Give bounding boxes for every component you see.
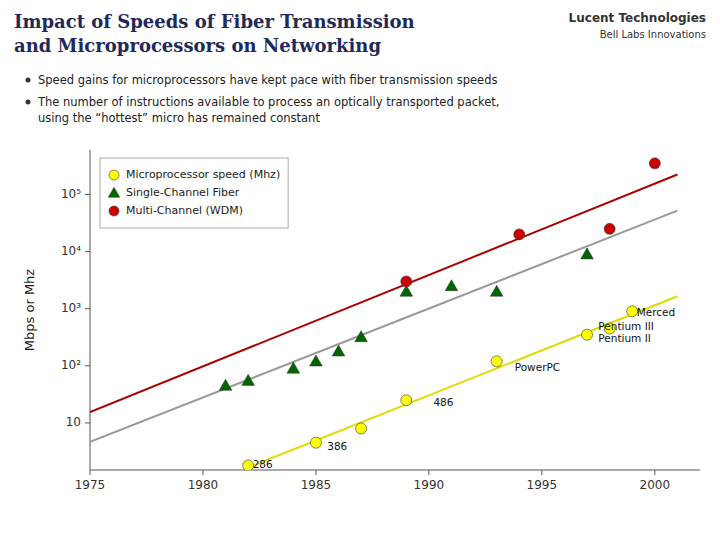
legend-marker bbox=[109, 206, 119, 216]
point bbox=[514, 229, 525, 240]
plot-area bbox=[90, 158, 677, 470]
x-tick-label: 1990 bbox=[414, 478, 445, 492]
point bbox=[445, 280, 458, 291]
point bbox=[310, 437, 321, 448]
point bbox=[581, 248, 594, 259]
axes: 1975 1980 1985 1990 1995 2000 10 10² 10³ 10⁴ 10⁵ Mb… bbox=[22, 150, 700, 492]
legend: Microprocessor speed (Mhz) Single-Channel… bbox=[100, 158, 288, 228]
scatter-series bbox=[243, 306, 638, 470]
point bbox=[287, 362, 300, 373]
legend-box bbox=[100, 158, 288, 228]
page: {"chart_data": { "type": "scatter", "tit… bbox=[0, 0, 720, 540]
annotation: PowerPC bbox=[515, 361, 560, 373]
chart: Impact of Speeds of Fiber Transmission an… bbox=[0, 0, 720, 540]
legend-label: Microprocessor speed (Mhz) bbox=[126, 168, 280, 181]
trend-line bbox=[248, 296, 677, 467]
title: and Microprocessors on Networking bbox=[14, 35, 381, 56]
bullet-text: The number of instructions available to … bbox=[37, 95, 500, 109]
point bbox=[604, 223, 615, 234]
annotation: 386 bbox=[327, 440, 347, 452]
point bbox=[242, 374, 255, 385]
annotations: 286 386 486 PowerPC Pentium IIPentium III Mer… bbox=[253, 306, 676, 471]
x-tick bbox=[428, 470, 429, 475]
y-tick-label: 10 bbox=[66, 415, 81, 429]
point bbox=[582, 329, 593, 340]
point bbox=[401, 276, 412, 287]
y-tick-label: 10⁴ bbox=[61, 244, 81, 258]
x-tick-label: 1985 bbox=[301, 478, 332, 492]
scatter-series bbox=[219, 248, 593, 391]
trend-line bbox=[90, 174, 677, 412]
legend-label: Multi-Channel (WDM) bbox=[126, 204, 243, 217]
x-tick bbox=[315, 470, 316, 475]
scatter-series bbox=[401, 158, 661, 287]
x-tick bbox=[654, 470, 655, 475]
annotation: 286 bbox=[253, 458, 273, 470]
point bbox=[490, 285, 503, 296]
x-tick-label: 2000 bbox=[640, 478, 671, 492]
point bbox=[401, 395, 412, 406]
annotation: Pentium III bbox=[598, 320, 654, 332]
x-tick-label: 1975 bbox=[75, 478, 106, 492]
x-tick-label: 1980 bbox=[188, 478, 219, 492]
y-tick bbox=[85, 251, 90, 252]
title: Impact of Speeds of Fiber Transmission bbox=[14, 11, 415, 32]
bullet-dot bbox=[26, 100, 31, 105]
y-tick-label: 10² bbox=[61, 358, 81, 372]
trend-line bbox=[90, 211, 677, 442]
legend-marker bbox=[108, 187, 120, 197]
x-tick bbox=[541, 470, 542, 475]
bullet-dot bbox=[26, 78, 31, 83]
annotation: 486 bbox=[433, 396, 453, 408]
y-tick-label: 10⁵ bbox=[61, 187, 81, 201]
point bbox=[310, 355, 323, 366]
x-axis-line bbox=[90, 470, 700, 471]
y-tick bbox=[85, 194, 90, 195]
brand-text: Lucent Technologies bbox=[569, 11, 706, 25]
point bbox=[355, 331, 368, 342]
point bbox=[356, 423, 367, 434]
bullet-text: Speed gains for microprocessors have kep… bbox=[38, 73, 497, 87]
y-axis-label: Mbps or Mhz bbox=[22, 269, 37, 352]
y-tick bbox=[85, 422, 90, 423]
annotation: Merced bbox=[637, 306, 676, 318]
point bbox=[332, 345, 345, 356]
x-tick bbox=[202, 470, 203, 475]
brand-text: Bell Labs Innovations bbox=[600, 29, 706, 40]
x-tick bbox=[90, 470, 91, 475]
legend-label: Single-Channel Fiber bbox=[126, 186, 240, 199]
bullet-text: using the “hottest” micro has remained c… bbox=[38, 111, 320, 125]
y-axis-line bbox=[90, 150, 91, 470]
x-tick-label: 1995 bbox=[527, 478, 558, 492]
annotation: Pentium II bbox=[598, 332, 651, 344]
legend-marker bbox=[109, 170, 119, 180]
point bbox=[491, 356, 502, 367]
point bbox=[649, 158, 660, 169]
y-tick bbox=[85, 308, 90, 309]
y-tick-label: 10³ bbox=[61, 301, 81, 315]
point bbox=[219, 379, 232, 390]
y-tick bbox=[85, 365, 90, 366]
